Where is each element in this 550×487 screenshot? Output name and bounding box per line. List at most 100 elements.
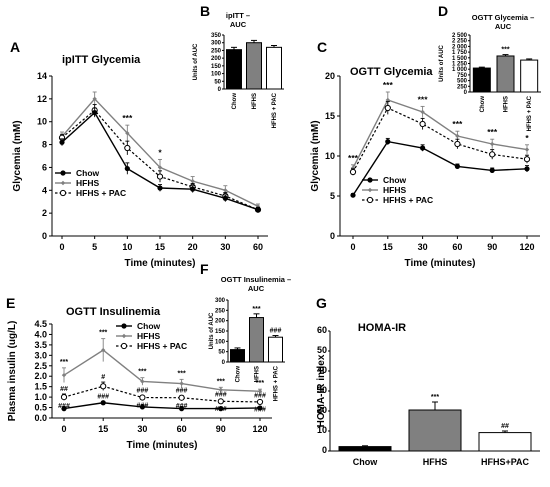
chart-c-xtick-label: 90 (487, 242, 497, 252)
chart-f-ytick-label: 300 (215, 298, 226, 304)
chart-c-point (454, 140, 461, 148)
chart-c-point (455, 133, 460, 139)
chart-b-ytick-label: 200 (211, 56, 222, 62)
chart-e-significance: ### (254, 392, 266, 399)
chart-c-point (349, 168, 357, 176)
chart-a-ytick-label: 6 (42, 162, 47, 172)
chart-c-significance: *** (418, 94, 429, 104)
chart-c-xlabel: Time (minutes) (405, 258, 476, 269)
chart-a-point (157, 185, 163, 191)
chart-a-ytick-label: 12 (37, 94, 47, 104)
chart-a-xtick-label: 60 (253, 242, 263, 252)
chart-e-significance: *** (217, 378, 225, 385)
chart-f-category-label: HFHS (255, 366, 261, 382)
chart-e-significance: ### (254, 406, 266, 413)
chart-d-bar (472, 67, 491, 93)
chart-e-significance: ### (58, 403, 70, 410)
chart-a-point (157, 165, 163, 170)
chart-c-xtick-label: 15 (383, 242, 393, 252)
chart-g-bar (338, 446, 392, 452)
chart-e-legend-item: Chow (137, 321, 161, 331)
chart-g-category-label: Chow (353, 457, 378, 467)
chart-a-ytick-label: 2 (42, 208, 47, 218)
chart-f-significance: ### (270, 328, 282, 335)
chart-e-ytick-label: 1.5 (34, 382, 47, 392)
chart-b-bar (246, 42, 262, 90)
chart-a-point (190, 178, 195, 184)
chart-g-bar (408, 409, 462, 452)
chart-a-ylabel: Glycemia (mM) (12, 120, 23, 191)
chart-e-point (100, 400, 106, 406)
chart-f-bar (249, 317, 264, 363)
chart-c-ytick-label: 0 (330, 231, 335, 241)
chart-c-point (420, 109, 425, 115)
chart-e-point (140, 379, 145, 384)
chart-g-category-label: HFHS+PAC (481, 457, 530, 467)
chart-f-ytick-label: 150 (215, 329, 226, 335)
chart-e-series-line (63, 402, 261, 410)
chart-d-title: OGTT Glycemia – AUC (472, 13, 535, 31)
chart-a-legend-marker (59, 189, 67, 197)
chart-b-ytick-label: 150 (211, 64, 222, 70)
chart-a-significance: * (158, 147, 162, 157)
chart-g-ytick-label: 40 (317, 365, 327, 375)
chart-e-point (217, 398, 224, 405)
chart-e-significance: *** (99, 330, 107, 337)
chart-e-point (179, 381, 184, 386)
chart-g-ytick-label: 50 (317, 345, 327, 355)
chart-e-legend-marker (120, 342, 128, 350)
chart-c-point (489, 167, 495, 173)
chart-e-significance: ### (176, 388, 188, 395)
chart-e-significance: ### (137, 387, 149, 394)
chart-c-point (523, 156, 531, 163)
chart-d-significance: *** (501, 47, 509, 54)
chart-e-point (61, 406, 67, 412)
chart-d-ytick-label: 500 (457, 79, 468, 85)
chart-e-significance: # (101, 374, 105, 381)
chart-e-point (218, 387, 223, 392)
chart-a-point (92, 96, 97, 102)
chart-e-point (101, 347, 106, 353)
chart-f-ytick-label: 50 (218, 350, 225, 356)
chart-b-ytick-label: 100 (211, 72, 222, 78)
chart-e-ytick-label: 0.0 (34, 413, 47, 423)
chart-f-ytick-label: 250 (215, 308, 226, 314)
chart-g-ytick-label: 60 (317, 325, 327, 335)
chart-a-xtick-label: 20 (188, 242, 198, 252)
chart-e-xtick-label: 120 (252, 424, 267, 434)
chart-g-ylabel: HOMA-IR index (316, 354, 327, 427)
chart-a-point (255, 207, 261, 213)
chart-e-point (218, 406, 224, 412)
chart-a-point (223, 188, 228, 193)
chart-c-point (385, 139, 391, 145)
chart-a-point (156, 173, 164, 180)
chart-e-significance: *** (256, 380, 264, 387)
chart-e-series-line (63, 385, 261, 403)
panel-letter-f: F (200, 261, 209, 277)
chart-f-category-label: HFHS + PAC (274, 365, 280, 401)
chart-f-ytick-label: 0 (222, 360, 226, 366)
chart-a-legend-marker (60, 180, 66, 186)
chart-c-point (350, 192, 356, 198)
chart-d-ytick-label: 2 500 (452, 33, 468, 39)
chart-e-significance: *** (60, 359, 68, 366)
chart-b-ytick-label: 350 (211, 33, 222, 39)
chart-a-legend-item: Chow (76, 168, 100, 178)
chart-f-ylabel: Units of AUC (209, 312, 215, 349)
chart-b-bar (226, 49, 242, 90)
chart-a-ytick-label: 4 (42, 185, 47, 195)
chart-b-ylabel: Units of AUC (193, 43, 199, 80)
chart-e-point (257, 405, 263, 411)
chart-d-bar (496, 55, 515, 93)
chart-c-point (385, 97, 390, 103)
chart-d-ytick-label: 1 250 (452, 62, 468, 68)
chart-d-ytick-label: 1 000 (452, 67, 468, 73)
chart-a-xtick-label: 15 (155, 242, 165, 252)
chart-e-point (257, 389, 263, 394)
chart-d-ytick-label: 1 500 (452, 56, 468, 62)
chart-c-significance: * (525, 133, 529, 143)
chart-a-legend-item: HFHS + PAC (76, 188, 126, 198)
chart-c-point (420, 145, 426, 151)
chart-e-ylabel: Plasma insulin (ug/L) (7, 321, 18, 422)
